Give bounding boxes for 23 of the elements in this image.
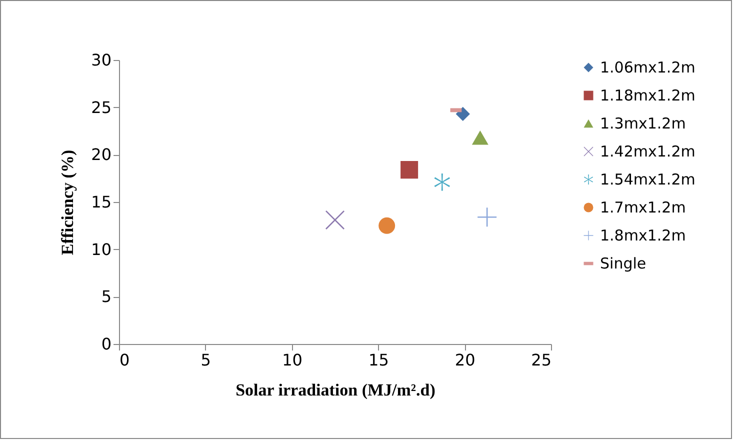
x-tick-label: 0: [120, 350, 130, 370]
legend-label: 1.8mx1.2m: [600, 226, 686, 244]
y-axis-title: Efficiency (%): [58, 150, 78, 256]
y-tick-label: 30: [91, 50, 112, 70]
x-tick-label: 25: [531, 350, 552, 370]
y-tick-label: 15: [91, 192, 112, 212]
x-tick-label: 15: [368, 350, 389, 370]
legend-label: 1.7mx1.2m: [600, 198, 686, 216]
y-tick-label: 5: [101, 287, 112, 306]
legend-label: 1.06mx1.2m: [600, 58, 696, 76]
x-tick-label: 5: [200, 350, 211, 370]
legend-label: 1.3mx1.2m: [600, 114, 686, 132]
legend-label: Single: [600, 254, 646, 272]
legend-label: 1.42mx1.2m: [600, 142, 696, 160]
y-tick-label: 20: [91, 145, 112, 164]
y-tick-label: 10: [91, 240, 112, 259]
x-tick-label: 20: [454, 350, 476, 370]
legend-label: 1.18mx1.2m: [600, 86, 696, 104]
x-axis-title: Solar irradiation (MJ/m².d): [236, 380, 436, 400]
y-tick-label: 0: [101, 334, 112, 354]
legend-label: 1.54mx1.2m: [600, 170, 696, 188]
y-tick-label: 25: [91, 98, 112, 117]
x-tick-label: 10: [282, 350, 302, 370]
